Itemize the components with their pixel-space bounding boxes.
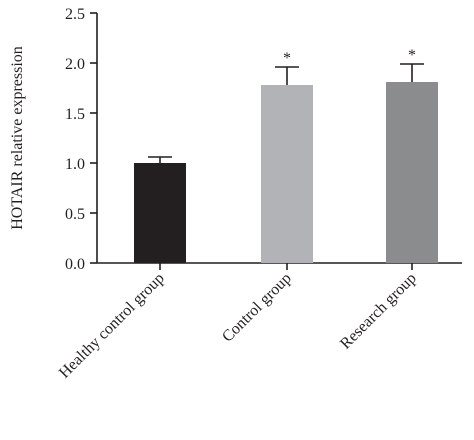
y-tick-label: 0.5 bbox=[65, 206, 85, 223]
y-tick-label: 2.5 bbox=[65, 6, 85, 23]
bar bbox=[134, 163, 186, 263]
significance-marker: * bbox=[408, 47, 416, 64]
x-category-label: Control group bbox=[219, 270, 295, 346]
plot-area: 0.0 0.5 1.0 1.5 2.0 2.5 Healthy control group *… bbox=[56, 6, 462, 382]
x-category-label: Healthy control group bbox=[56, 270, 168, 382]
y-tick-label: 2.0 bbox=[65, 56, 85, 73]
y-axis-label: HOTAIR relative expression bbox=[9, 46, 26, 230]
bar bbox=[261, 85, 313, 263]
y-tick-label: 1.5 bbox=[65, 106, 85, 123]
significance-marker: * bbox=[283, 50, 291, 67]
y-tick-label: 1.0 bbox=[65, 156, 85, 173]
y-tick-label: 0.0 bbox=[65, 256, 85, 273]
bar bbox=[386, 82, 438, 263]
x-category-label: Research group bbox=[337, 270, 420, 353]
